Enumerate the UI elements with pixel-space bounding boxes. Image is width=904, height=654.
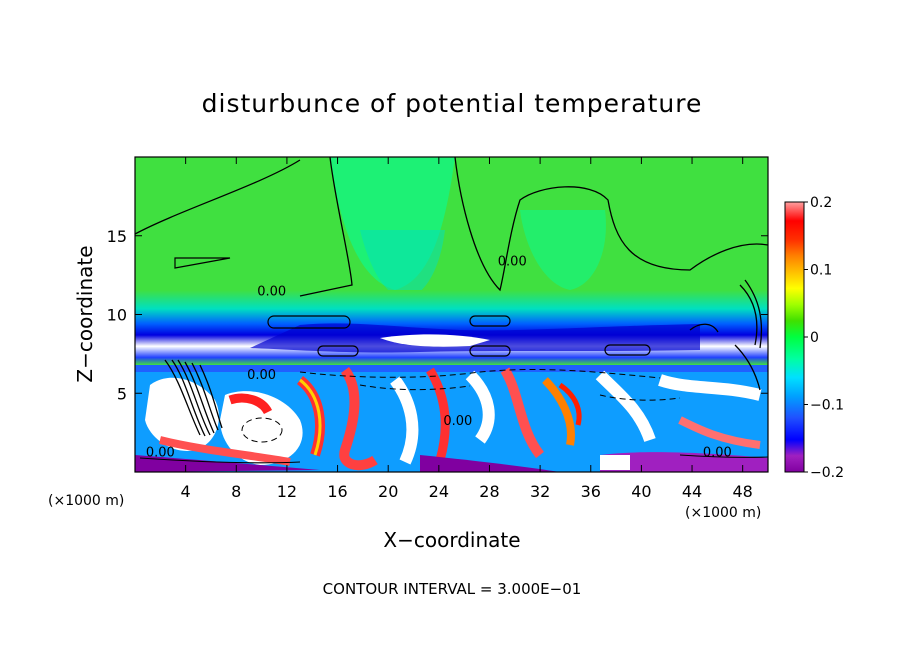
x-unit-right: (×1000 m) [685, 505, 761, 521]
contour-label: 0.00 [257, 285, 286, 300]
contour-label: 0.00 [703, 445, 732, 460]
x-tick-label: 48 [733, 482, 753, 501]
contour-label: 0.00 [247, 368, 276, 383]
x-axis: 4 8 12 16 20 24 28 32 36 40 44 48 [181, 157, 753, 501]
x-tick-label: 36 [581, 482, 601, 501]
x-tick-label: 44 [682, 482, 702, 501]
colorbar-tick-label: 0.2 [810, 195, 832, 211]
contour-label: 0.00 [146, 445, 175, 460]
contour-label: 0.00 [498, 255, 527, 270]
colorbar-ticks: 0.2 0.1 0 −0.1 −0.2 [804, 195, 844, 481]
y-tick-label: 5 [117, 384, 127, 403]
contour-interval-note: CONTOUR INTERVAL = 3.000E−01 [323, 580, 582, 598]
colorbar-tick-label: −0.1 [810, 398, 844, 414]
colorbar-tick-label: −0.2 [810, 465, 844, 481]
x-tick-label: 32 [530, 482, 550, 501]
y-tick-label: 10 [107, 306, 127, 325]
x-tick-label: 4 [181, 482, 191, 501]
x-unit-left: (×1000 m) [48, 493, 124, 509]
field-image [135, 157, 768, 472]
x-axis-label: X−coordinate [383, 528, 520, 552]
y-axis: 5 10 15 [107, 227, 768, 403]
y-axis-label: Z−coordinate [73, 245, 97, 382]
y-tick-label: 15 [107, 227, 127, 246]
contour-label: 0.00 [443, 414, 472, 429]
x-tick-label: 12 [277, 482, 297, 501]
x-tick-label: 20 [378, 482, 398, 501]
x-tick-label: 28 [479, 482, 499, 501]
colorbar-gradient [784, 201, 805, 473]
chart-title: disturbunce of potential temperature [202, 89, 703, 118]
x-tick-label: 8 [231, 482, 241, 501]
x-tick-label: 24 [429, 482, 449, 501]
colorbar-tick-label: 0 [810, 330, 819, 346]
x-tick-label: 40 [631, 482, 651, 501]
colorbar: 0.2 0.1 0 −0.1 −0.2 [784, 195, 844, 481]
x-tick-label: 16 [327, 482, 347, 501]
colorbar-tick-label: 0.1 [810, 263, 832, 279]
contour-labels: 0.00 0.00 0.00 0.00 0.00 0.00 [146, 255, 732, 461]
